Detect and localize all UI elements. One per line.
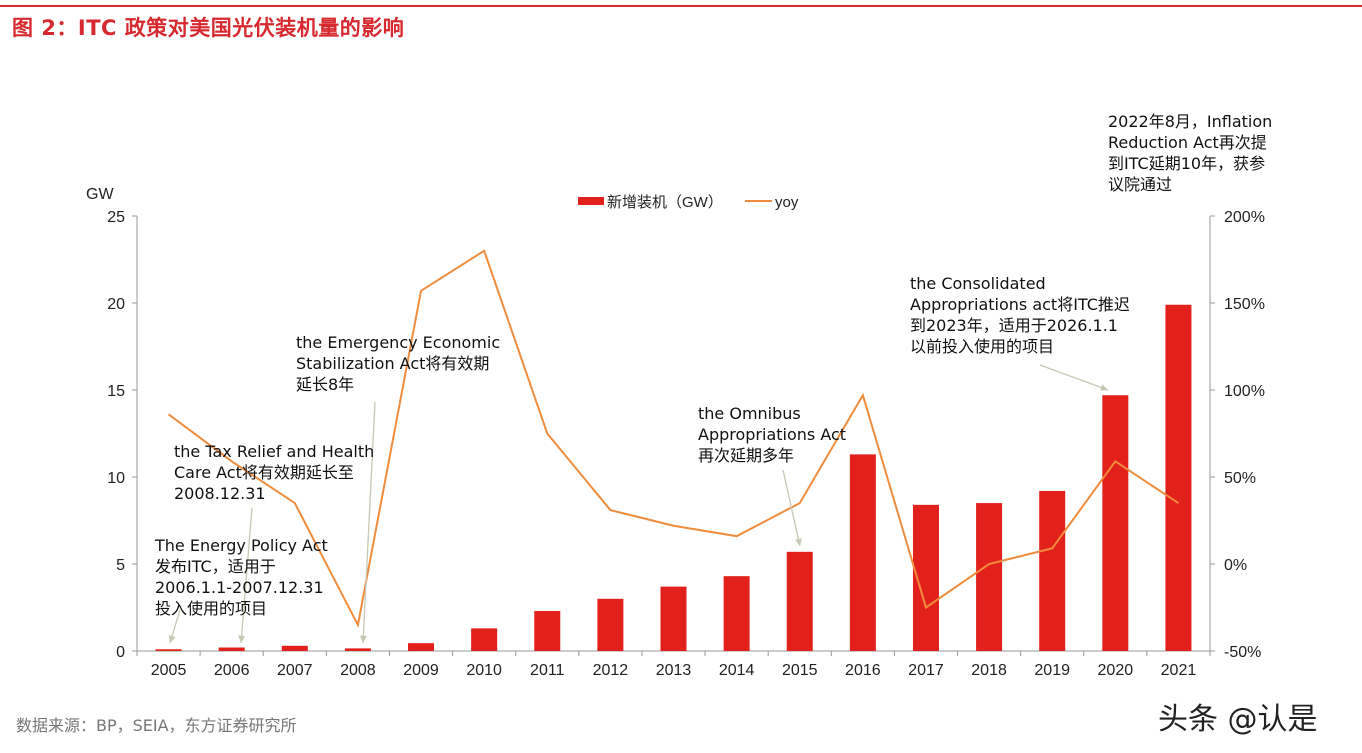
bar-2018: [976, 503, 1003, 651]
annotation-arrow: [782, 469, 801, 547]
bar-2016: [849, 454, 876, 651]
right-tick-label: -50%: [1224, 644, 1261, 661]
bar-2021: [1165, 304, 1192, 651]
left-axis-label: GW: [86, 186, 114, 203]
bar-2014: [723, 576, 750, 651]
left-tick-label: 15: [107, 383, 125, 400]
watermark: 头条 @认是: [1158, 702, 1318, 737]
bar-2019: [1039, 490, 1066, 651]
left-tick-label: 20: [107, 296, 125, 313]
bar-2020: [1102, 395, 1129, 651]
x-tick-label: 2010: [466, 662, 502, 679]
top-rule: [0, 5, 1362, 7]
bar-2011: [534, 610, 561, 651]
bar-2008: [344, 648, 371, 651]
annotation-arrow: [240, 507, 253, 644]
bar-2009: [408, 643, 435, 651]
legend-bar-swatch: [578, 197, 604, 205]
x-tick-label: 2017: [908, 662, 944, 679]
x-tick-label: 2007: [277, 662, 313, 679]
arrowhead-icon: [795, 538, 802, 546]
x-tick-label: 2008: [340, 662, 376, 679]
right-tick-label: 200%: [1224, 209, 1265, 226]
legend-line-label: yoy: [775, 194, 799, 211]
bar-2015: [786, 551, 813, 651]
annotation-arrow: [1039, 364, 1109, 391]
legend-bar-label: 新增装机（GW）: [607, 194, 723, 211]
x-tick-label: 2012: [593, 662, 629, 679]
bar-2005: [155, 649, 182, 651]
arrowhead-icon: [1100, 384, 1108, 391]
figure-title: 图 2：ITC 政策对美国光伏装机量的影响: [12, 16, 405, 40]
bar-2013: [660, 586, 687, 651]
left-tick-label: 5: [116, 557, 125, 574]
x-tick-label: 2015: [782, 662, 818, 679]
x-tick-label: 2005: [151, 662, 187, 679]
arrowhead-icon: [238, 635, 246, 643]
x-tick-label: 2014: [719, 662, 755, 679]
bar-2007: [281, 645, 308, 651]
source-note: 数据来源：BP，SEIA，东方证券研究所: [16, 716, 297, 735]
arrowhead-icon: [168, 635, 176, 643]
left-tick-label: 0: [116, 644, 125, 661]
left-tick-label: 25: [107, 209, 125, 226]
x-tick-label: 2020: [1098, 662, 1134, 679]
x-tick-label: 2013: [656, 662, 692, 679]
annotation: the Emergency Economic Stabilization Act…: [296, 333, 501, 394]
bar-2010: [471, 628, 498, 651]
right-tick-label: 50%: [1224, 470, 1256, 487]
annotation-arrow: [362, 401, 376, 644]
x-tick-label: 2011: [530, 662, 565, 679]
right-tick-label: 100%: [1224, 383, 1265, 400]
x-tick-label: 2009: [403, 662, 439, 679]
annotation: the Tax Relief and Health Care Act将有效期延长…: [174, 442, 375, 503]
annotation: the Omnibus Appropriations Act 再次延期多年: [698, 404, 847, 465]
x-tick-label: 2019: [1034, 662, 1070, 679]
left-tick-label: 10: [107, 470, 125, 487]
x-tick-label: 2016: [845, 662, 881, 679]
annotation: The Energy Policy Act 发布ITC，适用于 2006.1.1…: [155, 536, 328, 618]
bar-2006: [218, 647, 245, 651]
bar-2012: [597, 598, 624, 651]
annotation: the Consolidated Appropriations act将ITC推…: [910, 274, 1130, 356]
x-tick-label: 2018: [971, 662, 1007, 679]
x-tick-label: 2006: [214, 662, 250, 679]
x-tick-label: 2021: [1161, 662, 1197, 679]
right-tick-label: 0%: [1224, 557, 1247, 574]
annotation: 2022年8月，Inflation Reduction Act再次提 到ITC延…: [1108, 112, 1273, 194]
arrowhead-icon: [359, 635, 367, 643]
right-tick-label: 150%: [1224, 296, 1265, 313]
